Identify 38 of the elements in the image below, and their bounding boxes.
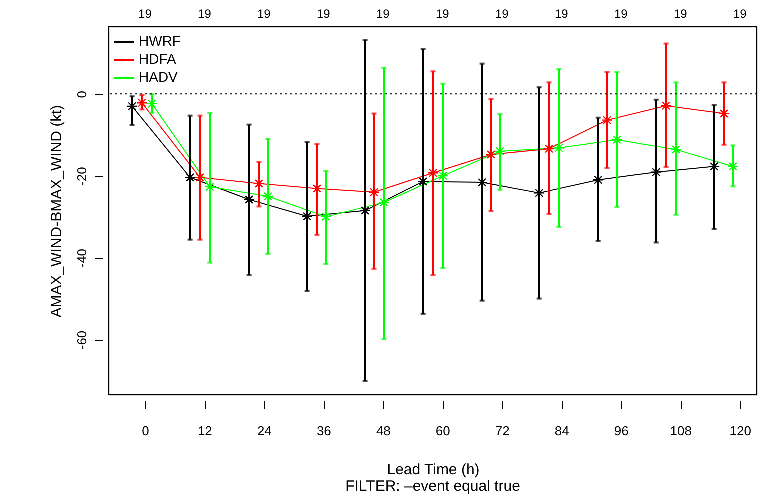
x-tick-label: 0 [142,424,150,438]
point [301,210,314,222]
x-tick-label: 72 [495,424,510,438]
y-tick-label: -40 [74,248,90,268]
legend-label: HWRF [139,33,181,49]
text: 19 [138,7,152,21]
y-tick-label: -20 [74,167,90,186]
text: 19 [554,7,569,21]
point [262,190,274,202]
point [611,134,624,146]
x-tick-label: 84 [554,424,570,438]
text: 19 [258,7,272,21]
x-tick-label: 60 [436,424,450,438]
text: FILTER: –event equal true [346,478,520,495]
x-tick-label: 48 [376,424,391,438]
x-tick-label: 96 [614,424,629,438]
y-tick-label: 0 [74,91,90,98]
y-tick-label: -60 [74,330,90,350]
point [437,170,450,182]
text: 19 [614,7,628,21]
x-tick-label: 24 [257,424,272,438]
x-axis-title: Lead Time (h) [387,462,480,478]
text: 19 [436,7,450,21]
text: 19 [198,7,212,21]
point [543,143,556,155]
x-tick-label: 36 [316,424,332,438]
point [660,100,672,112]
text: 19 [376,7,390,21]
x-tick-label: 120 [730,424,752,438]
y-axis-title: AMAX_WIND-BMAX_WIND (kt) [48,105,66,318]
text: 19 [674,7,688,21]
text: 19 [317,7,331,21]
legend-label: HADV [139,69,179,85]
legend-label: HDFA [139,51,177,67]
x-tick-label: 12 [198,424,212,438]
text: 19 [733,7,748,21]
x-tick-label: 108 [670,424,692,438]
text: 19 [495,7,510,21]
